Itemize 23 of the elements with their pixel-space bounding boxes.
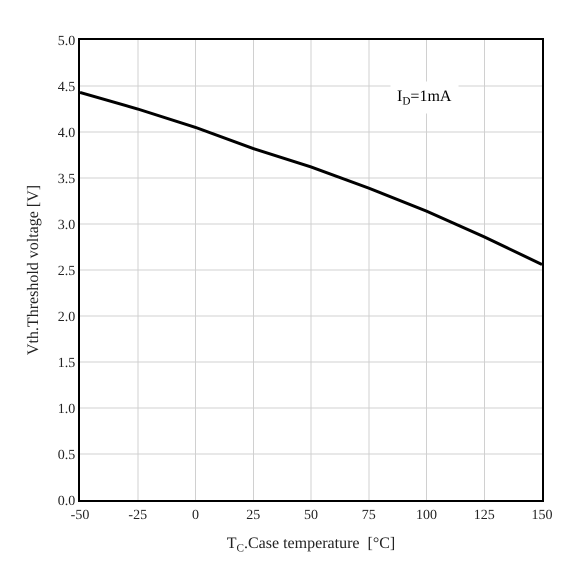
x-axis-title: T$_{C}$.Case temperature [°C] [226, 535, 396, 554]
y-tick-label: 4.0 [58, 126, 76, 141]
y-tick-label: 2.5 [58, 264, 76, 279]
y-tick-label: 5.0 [58, 34, 76, 49]
y-tick-label: 3.5 [58, 172, 76, 187]
x-tick-label: -50 [70, 508, 90, 523]
x-tick-label: 150 [532, 508, 552, 523]
x-tick-label: 100 [416, 508, 437, 523]
y-tick-label: 0.5 [58, 448, 76, 463]
y-tick-label: 1.5 [58, 356, 76, 371]
y-tick-label: 1.0 [58, 402, 76, 417]
y-tick-label: 2.0 [58, 310, 76, 325]
y-tick-label: 3.0 [58, 218, 76, 233]
y-tick-label: 4.5 [58, 80, 76, 95]
x-tick-label: -25 [128, 508, 148, 523]
x-tick-label: 75 [362, 508, 376, 523]
annotation: I$_{D}$=1mA [397, 88, 452, 108]
x-tick-label: 0 [192, 508, 199, 523]
x-tick-label: 25 [246, 508, 260, 523]
x-tick-label: 50 [304, 508, 318, 523]
y-tick-label: 0.0 [58, 494, 76, 509]
x-tick-label: 125 [474, 508, 495, 523]
y-axis-title: Vth.Threshold voltage [V] [25, 184, 42, 356]
